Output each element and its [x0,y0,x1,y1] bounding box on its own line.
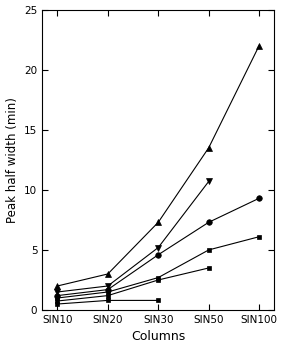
Y-axis label: Peak half width (min): Peak half width (min) [6,97,18,223]
X-axis label: Columns: Columns [131,331,185,343]
